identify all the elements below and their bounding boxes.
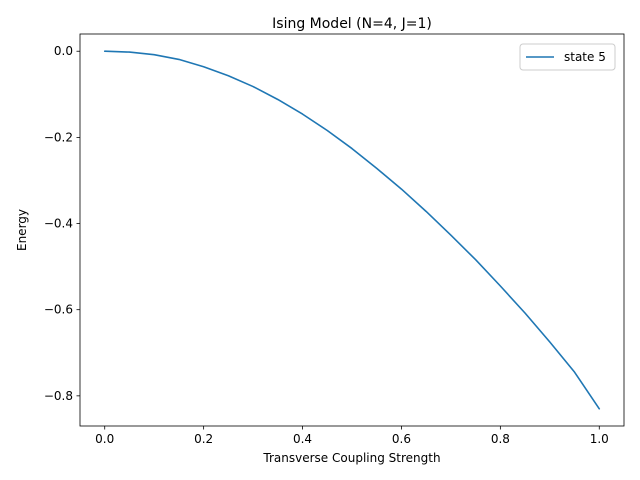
y-tick-label: 0.0 (54, 44, 73, 58)
x-tick-label: 0.0 (95, 432, 114, 446)
x-tick-label: 0.4 (293, 432, 312, 446)
x-tick-label: 0.2 (194, 432, 213, 446)
axes-frame (79, 33, 625, 427)
y-tick-label: −0.6 (44, 303, 73, 317)
series-line-state-5 (103, 50, 601, 410)
plot-area (103, 50, 601, 410)
legend-label-state-5: state 5 (564, 50, 606, 64)
legend: state 5 (519, 43, 616, 71)
y-axis-label: Energy (15, 209, 29, 251)
x-tick-label: 0.8 (491, 432, 510, 446)
x-axis-label: Transverse Coupling Strength (262, 451, 440, 465)
y-tick-label: −0.8 (44, 389, 73, 403)
y-tick-label: −0.2 (44, 130, 73, 144)
x-tick-label: 0.6 (392, 432, 411, 446)
y-axis: 0.0 −0.2 −0.4 −0.6 −0.8 (44, 44, 80, 403)
x-tick-label: 1.0 (590, 432, 609, 446)
x-axis: 0.0 0.2 0.4 0.6 0.8 1.0 (95, 426, 609, 446)
chart-title: Ising Model (N=4, J=1) (272, 16, 432, 32)
legend-box (519, 43, 616, 71)
y-tick-label: −0.4 (44, 217, 73, 231)
